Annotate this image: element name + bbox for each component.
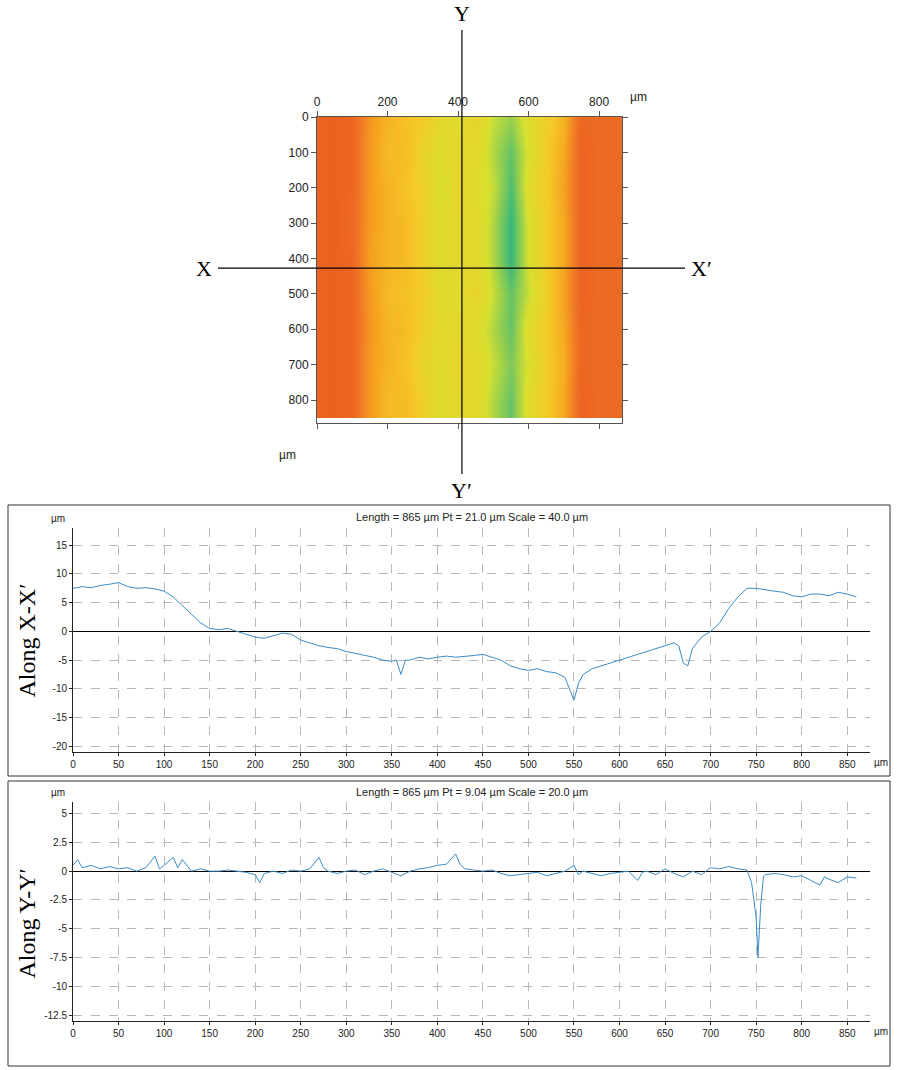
svg-text:Along X-X′: Along X-X′: [14, 584, 40, 698]
svg-text:200: 200: [378, 95, 398, 109]
svg-text:-10: -10: [53, 683, 68, 694]
svg-text:700: 700: [702, 1028, 719, 1039]
svg-text:500: 500: [289, 287, 309, 301]
svg-text:µm: µm: [874, 1026, 888, 1037]
svg-text:500: 500: [520, 1028, 537, 1039]
svg-text:0: 0: [314, 95, 321, 109]
svg-text:150: 150: [201, 759, 218, 770]
svg-text:300: 300: [289, 216, 309, 230]
svg-text:µm: µm: [279, 448, 296, 462]
svg-text:700: 700: [702, 759, 719, 770]
svg-text:300: 300: [338, 1028, 355, 1039]
svg-text:50: 50: [113, 1028, 125, 1039]
svg-text:300: 300: [338, 759, 355, 770]
svg-text:Length = 865 µm Pt = 9.04 µm S: Length = 865 µm Pt = 9.04 µm Scale = 20.…: [356, 786, 588, 798]
svg-text:0: 0: [302, 110, 309, 124]
svg-text:-5: -5: [58, 923, 67, 934]
svg-text:µm: µm: [51, 513, 65, 524]
svg-text:Y: Y: [454, 1, 470, 26]
svg-text:10: 10: [56, 568, 68, 579]
svg-text:Y′: Y′: [451, 478, 472, 503]
svg-text:200: 200: [247, 1028, 264, 1039]
svg-text:700: 700: [289, 358, 309, 372]
svg-text:100: 100: [289, 146, 309, 160]
svg-text:0: 0: [70, 1028, 76, 1039]
svg-text:5: 5: [61, 808, 67, 819]
svg-text:250: 250: [292, 1028, 309, 1039]
svg-text:400: 400: [289, 252, 309, 266]
svg-text:0: 0: [61, 626, 67, 637]
svg-text:-20: -20: [53, 741, 68, 752]
svg-text:-10: -10: [53, 981, 68, 992]
svg-text:800: 800: [289, 393, 309, 407]
svg-text:400: 400: [429, 759, 446, 770]
svg-text:µm: µm: [874, 757, 888, 768]
svg-text:-2.5: -2.5: [50, 894, 68, 905]
svg-text:X: X: [196, 256, 212, 281]
svg-text:µm: µm: [51, 787, 65, 798]
svg-text:µm: µm: [630, 90, 647, 104]
svg-text:600: 600: [289, 322, 309, 336]
svg-text:-15: -15: [53, 712, 68, 723]
svg-text:500: 500: [520, 759, 537, 770]
svg-text:850: 850: [839, 759, 856, 770]
svg-text:550: 550: [566, 759, 583, 770]
svg-text:650: 650: [657, 1028, 674, 1039]
svg-text:-7.5: -7.5: [50, 952, 68, 963]
svg-text:15: 15: [56, 540, 68, 551]
svg-text:650: 650: [657, 759, 674, 770]
svg-text:5: 5: [61, 597, 67, 608]
svg-text:800: 800: [793, 759, 810, 770]
svg-text:550: 550: [566, 1028, 583, 1039]
svg-text:-5: -5: [58, 655, 67, 666]
svg-text:800: 800: [589, 95, 609, 109]
svg-text:450: 450: [475, 1028, 492, 1039]
svg-text:2.5: 2.5: [53, 837, 67, 848]
svg-text:100: 100: [156, 1028, 173, 1039]
svg-text:150: 150: [201, 1028, 218, 1039]
svg-text:250: 250: [292, 759, 309, 770]
svg-text:0: 0: [61, 866, 67, 877]
svg-text:600: 600: [611, 759, 628, 770]
svg-text:100: 100: [156, 759, 173, 770]
svg-text:450: 450: [475, 759, 492, 770]
svg-text:750: 750: [748, 1028, 765, 1039]
svg-text:350: 350: [383, 759, 400, 770]
svg-text:400: 400: [429, 1028, 446, 1039]
svg-text:350: 350: [383, 1028, 400, 1039]
svg-text:200: 200: [289, 181, 309, 195]
svg-text:50: 50: [113, 759, 125, 770]
svg-text:600: 600: [519, 95, 539, 109]
svg-text:600: 600: [611, 1028, 628, 1039]
svg-text:200: 200: [247, 759, 264, 770]
svg-text:0: 0: [70, 759, 76, 770]
svg-text:400: 400: [448, 95, 468, 109]
svg-text:X′: X′: [691, 256, 712, 281]
svg-text:-12.5: -12.5: [44, 1010, 67, 1021]
svg-text:750: 750: [748, 759, 765, 770]
svg-text:Along Y-Y′: Along Y-Y′: [14, 868, 40, 978]
svg-text:Length = 865 µm Pt = 21.0 µm S: Length = 865 µm Pt = 21.0 µm Scale = 40.…: [356, 511, 588, 523]
svg-text:850: 850: [839, 1028, 856, 1039]
svg-text:800: 800: [793, 1028, 810, 1039]
